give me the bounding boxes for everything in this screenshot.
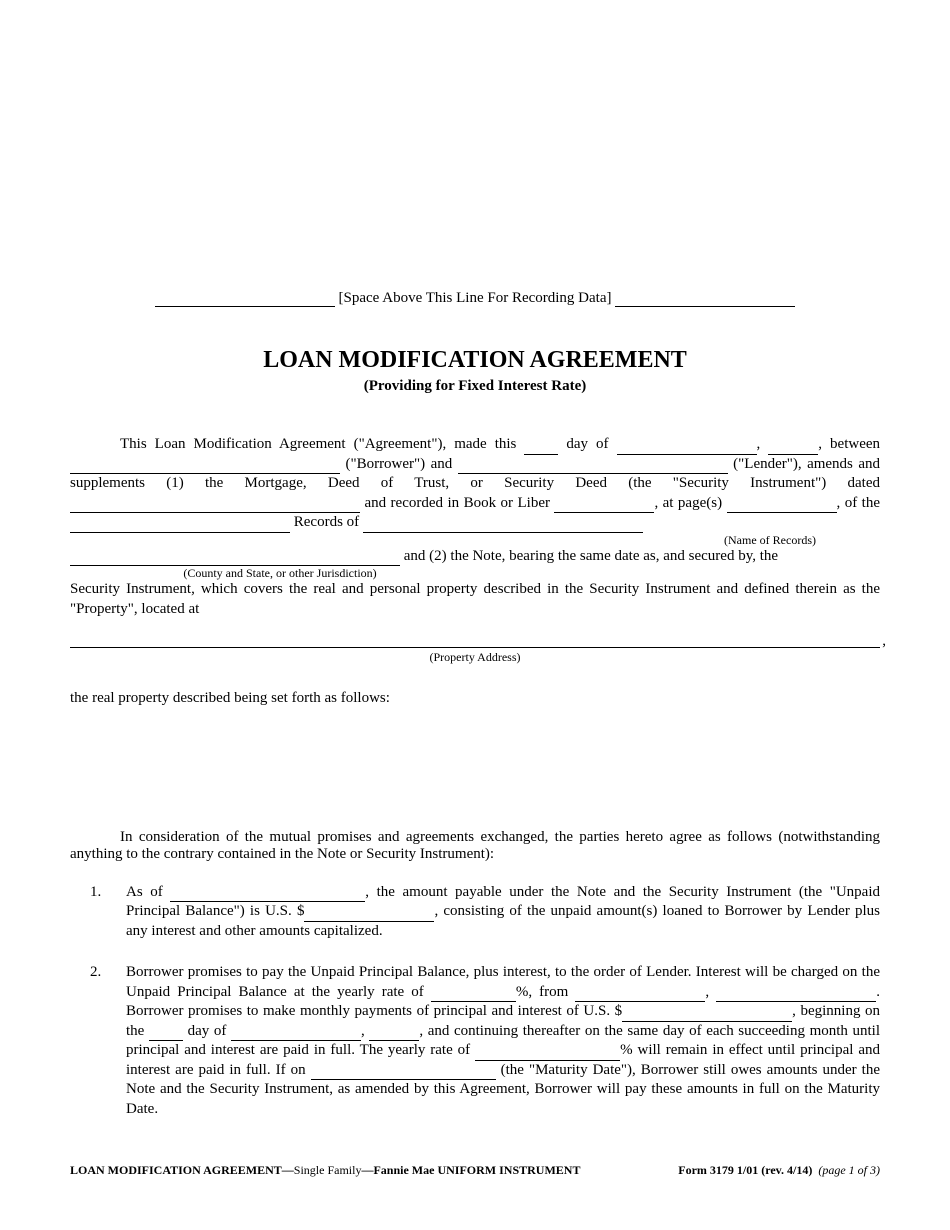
blank-maturity [311, 1065, 496, 1080]
blank-from2 [716, 987, 876, 1002]
document-title: LOAN MODIFICATION AGREEMENT [70, 347, 880, 374]
item-number: 1. [90, 883, 101, 903]
blank-beginyear [369, 1026, 419, 1041]
list-item-2: 2. Borrower promises to pay the Unpaid P… [90, 963, 880, 1119]
footer-page-number: (page 1 of 3) [818, 1163, 880, 1177]
follows-text: the real property described being set fo… [70, 689, 880, 709]
document-subtitle: (Providing for Fixed Interest Rate) [70, 378, 880, 395]
recording-text: [Space Above This Line For Recording Dat… [339, 290, 612, 306]
item-number: 2. [90, 963, 101, 983]
blank-month [617, 440, 757, 455]
blank-asof [170, 887, 365, 902]
footer-left-plain: Single Family [294, 1163, 362, 1177]
footer-left-bold1: LOAN MODIFICATION AGREEMENT— [70, 1163, 294, 1177]
consideration-text: In consideration of the mutual promises … [70, 829, 880, 862]
blank-dated [70, 498, 360, 513]
blank-upb [304, 907, 434, 922]
name-of-records-label: (Name of Records) [670, 533, 870, 548]
intro-text: This Loan Modification Agreement ("Agree… [120, 436, 524, 452]
blank-book [554, 498, 654, 513]
blank-payment [622, 1007, 792, 1022]
numbered-list: 1. As of , the amount payable under the … [70, 883, 880, 1120]
blank-rate2 [475, 1046, 620, 1061]
recording-blank-right [615, 306, 795, 307]
intro-text: , of the [837, 495, 880, 511]
intro-paragraph: This Loan Modification Agreement ("Agree… [70, 435, 880, 533]
item2-text: day of [183, 1023, 231, 1039]
intro-text: and recorded in Book or Liber [360, 495, 554, 511]
intro-text: ("Borrower") and [340, 456, 458, 472]
list-item-1: 1. As of , the amount payable under the … [90, 883, 880, 942]
blank-pages [727, 498, 837, 513]
county-state-label: (County and State, or other Jurisdiction… [130, 566, 430, 581]
blank-jurisdiction [70, 551, 400, 566]
intro-line6: Security Instrument, which covers the re… [70, 580, 880, 619]
recording-blank-left [155, 306, 335, 307]
name-of-records-row: (Name of Records) [70, 533, 880, 547]
blank-rate1 [431, 987, 516, 1002]
intro-text: day of [558, 436, 616, 452]
intro-text: between [830, 436, 880, 452]
blank-ofthe [70, 518, 290, 533]
blank-year [768, 440, 818, 455]
footer-left: LOAN MODIFICATION AGREEMENT—Single Famil… [70, 1163, 580, 1178]
blank-beginday [149, 1026, 183, 1041]
intro-text: , at page(s) [654, 495, 726, 511]
blank-from [575, 987, 705, 1002]
intro-text: Records of [290, 514, 363, 530]
item1-text: As of [126, 884, 170, 900]
blank-lender [458, 459, 728, 474]
footer-left-bold2: —Fannie Mae UNIFORM INSTRUMENT [361, 1163, 580, 1177]
county-state-row: (County and State, or other Jurisdiction… [70, 566, 880, 580]
blank-borrower [70, 459, 340, 474]
intro-line5: and (2) the Note, bearing the same date … [70, 547, 880, 567]
footer-right: Form 3179 1/01 (rev. 4/14) (page 1 of 3) [678, 1163, 880, 1178]
property-address-label: (Property Address) [70, 650, 880, 665]
property-address-line [70, 647, 880, 648]
blank-day [524, 440, 558, 455]
blank-records [363, 518, 643, 533]
recording-data-line: [Space Above This Line For Recording Dat… [70, 290, 880, 307]
intro-text: and (2) the Note, bearing the same date … [400, 548, 778, 564]
page-footer: LOAN MODIFICATION AGREEMENT—Single Famil… [70, 1163, 880, 1178]
blank-beginmonth [231, 1026, 361, 1041]
item2-text: %, from [516, 984, 576, 1000]
consideration-paragraph: In consideration of the mutual promises … [70, 829, 880, 863]
footer-form-number: Form 3179 1/01 (rev. 4/14) [678, 1163, 812, 1177]
